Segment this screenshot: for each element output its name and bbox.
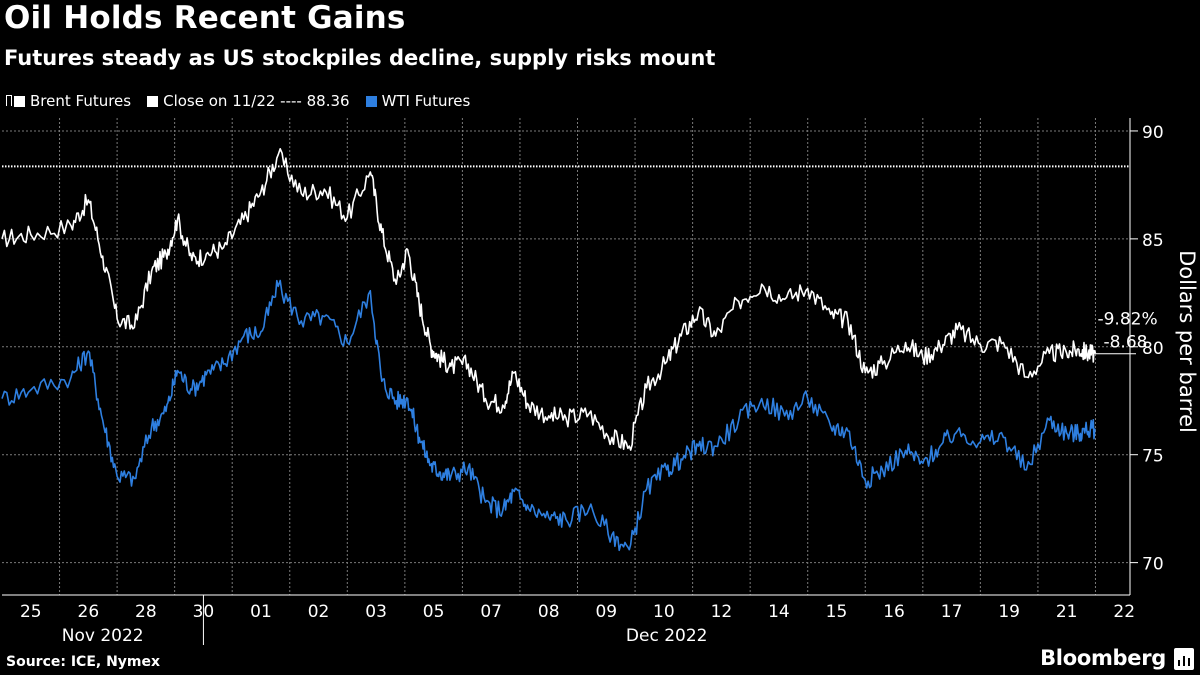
x-tick-label-18: 21 xyxy=(1056,602,1078,622)
wti-swatch xyxy=(365,95,377,107)
x-tick-label-1: 26 xyxy=(78,602,100,622)
annotation-abs-change: -8.68 xyxy=(1103,333,1147,353)
series-wti-line xyxy=(1,279,1097,552)
x-tick-label-5: 02 xyxy=(308,602,330,622)
legend-close: Close on 11/22 ---- 88.36 xyxy=(147,92,350,110)
pin-icon xyxy=(6,94,12,106)
x-tick-label-14: 15 xyxy=(826,602,848,622)
source-note: Source: ICE, Nymex xyxy=(6,654,161,670)
brand-logo: Bloomberg xyxy=(1040,646,1166,670)
month-label-0: Nov 2022 xyxy=(62,626,144,646)
legend-close-label: Close on 11/22 ---- 88.36 xyxy=(163,92,350,110)
legend-brent: Brent Futures xyxy=(6,92,131,110)
x-tick-label-7: 05 xyxy=(423,602,445,622)
x-tick-label-16: 17 xyxy=(941,602,963,622)
x-tick-label-2: 28 xyxy=(135,602,157,622)
x-tick-label-10: 09 xyxy=(595,602,617,622)
y-tick-label-90: 90 xyxy=(1142,123,1164,143)
y-axis-title: Dollars per barrel xyxy=(1175,250,1199,433)
bloomberg-terminal-icon xyxy=(1174,648,1194,670)
legend: Brent Futures Close on 11/22 ---- 88.36 … xyxy=(6,90,486,112)
x-tick-label-6: 03 xyxy=(365,602,387,622)
chart-title: Oil Holds Recent Gains xyxy=(4,0,406,36)
y-tick-label-85: 85 xyxy=(1142,231,1164,251)
x-tick-label-4: 01 xyxy=(250,602,272,622)
close-swatch xyxy=(147,95,159,107)
month-label-1: Dec 2022 xyxy=(626,626,708,646)
series-brent-line xyxy=(1,148,1097,451)
x-tick-label-9: 08 xyxy=(538,602,560,622)
brent-swatch xyxy=(14,95,25,107)
y-tick-label-70: 70 xyxy=(1142,555,1164,575)
chart-subtitle: Futures steady as US stockpiles decline,… xyxy=(4,46,716,70)
y-tick-label-80: 80 xyxy=(1142,339,1164,359)
x-tick-label-8: 07 xyxy=(480,602,502,622)
x-tick-label-12: 12 xyxy=(711,602,733,622)
x-tick-label-19: 22 xyxy=(1113,602,1135,622)
x-tick-label-0: 25 xyxy=(20,602,42,622)
x-tick-label-11: 10 xyxy=(653,602,675,622)
y-tick-label-75: 75 xyxy=(1142,447,1164,467)
x-tick-label-17: 19 xyxy=(998,602,1020,622)
annotation-pct-change: -9.82% xyxy=(1097,310,1157,330)
legend-brent-label: Brent Futures xyxy=(30,92,132,110)
x-tick-label-15: 16 xyxy=(883,602,905,622)
x-tick-label-13: 14 xyxy=(768,602,790,622)
legend-wti-label: WTI Futures xyxy=(381,92,471,110)
legend-wti: WTI Futures xyxy=(365,92,471,110)
